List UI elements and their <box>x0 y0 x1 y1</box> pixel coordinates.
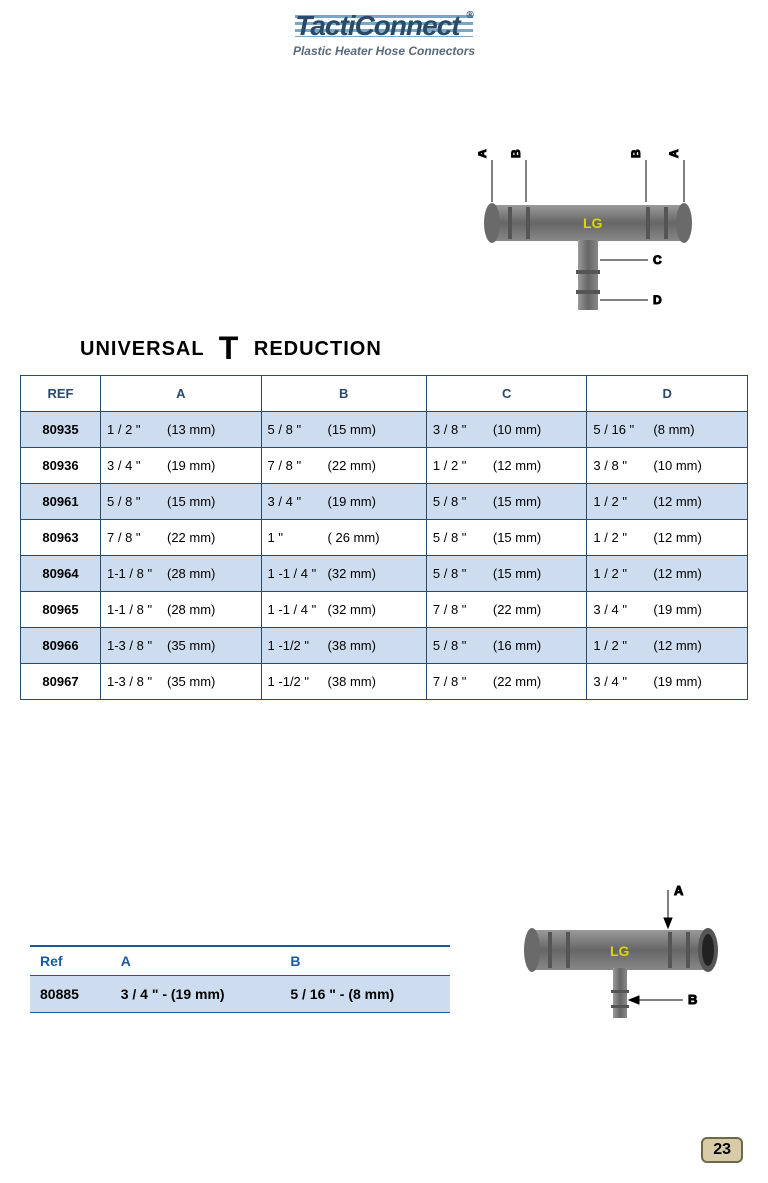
svg-text:B: B <box>688 992 697 1007</box>
cell-c: 1 / 2 "(12 mm) <box>426 448 587 484</box>
section-title: UNIVERSAL T REDUCTION <box>80 330 382 367</box>
cell-b: 7 / 8 "(22 mm) <box>261 448 426 484</box>
col-ref: REF <box>21 376 101 412</box>
table-row: 809661-3 / 8 "(35 mm)1 -1/2 "(38 mm)5 / … <box>21 628 748 664</box>
cell-c: 5 / 8 "(15 mm) <box>426 484 587 520</box>
table-row: 809641-1 / 8 "(28 mm)1 -1 / 4 "(32 mm)5 … <box>21 556 748 592</box>
table-row: 80885 3 / 4 " - (19 mm) 5 / 16 " - (8 mm… <box>30 976 450 1013</box>
cell-b: 5 / 8 "(15 mm) <box>261 412 426 448</box>
cell-d: 1 / 2 "(12 mm) <box>587 556 748 592</box>
col-b: B <box>261 376 426 412</box>
cell-a: 5 / 8 "(15 mm) <box>101 484 262 520</box>
reg-mark: ® <box>466 10 472 21</box>
cell-a: 1-3 / 8 "(35 mm) <box>101 664 262 700</box>
t-connector-diagram: LG A B B A C D <box>478 140 698 330</box>
svg-text:A: A <box>674 883 684 898</box>
diagram-lg-label: LG <box>583 215 603 231</box>
page-number-badge: 23 <box>701 1137 743 1163</box>
t-connector-diagram-small: LG A B <box>518 880 728 1040</box>
cell-b: 1 "( 26 mm) <box>261 520 426 556</box>
col-d: D <box>587 376 748 412</box>
svg-text:B: B <box>509 149 523 158</box>
small-col-ref: Ref <box>30 946 111 976</box>
brand-name-text: TactiConnеct <box>295 10 459 41</box>
svg-text:C: C <box>653 253 662 267</box>
cell-a: 1-1 / 8 "(28 mm) <box>101 592 262 628</box>
cell-b: 1 -1 / 4 "(32 mm) <box>261 556 426 592</box>
page-number: 23 <box>713 1141 731 1158</box>
small-b: 5 / 16 " - (8 mm) <box>280 976 450 1013</box>
cell-ref: 80967 <box>21 664 101 700</box>
cell-a: 3 / 4 "(19 mm) <box>101 448 262 484</box>
svg-text:LG: LG <box>610 943 630 959</box>
small-a: 3 / 4 " - (19 mm) <box>111 976 281 1013</box>
small-col-b: B <box>280 946 450 976</box>
title-post: REDUCTION <box>254 338 382 360</box>
cell-d: 3 / 4 "(19 mm) <box>587 592 748 628</box>
cell-ref: 80966 <box>21 628 101 664</box>
table-row: 809351 / 2 "(13 mm)5 / 8 "(15 mm)3 / 8 "… <box>21 412 748 448</box>
col-c: C <box>426 376 587 412</box>
cell-d: 3 / 8 "(10 mm) <box>587 448 748 484</box>
title-pre: UNIVERSAL <box>80 338 204 360</box>
cell-b: 3 / 4 "(19 mm) <box>261 484 426 520</box>
table-row: 809363 / 4 "(19 mm)7 / 8 "(22 mm)1 / 2 "… <box>21 448 748 484</box>
table-row: 809637 / 8 "(22 mm)1 "( 26 mm)5 / 8 "(15… <box>21 520 748 556</box>
cell-c: 5 / 8 "(15 mm) <box>426 520 587 556</box>
cell-a: 7 / 8 "(22 mm) <box>101 520 262 556</box>
secondary-table: Ref A B 80885 3 / 4 " - (19 mm) 5 / 16 "… <box>30 945 450 1013</box>
cell-c: 5 / 8 "(16 mm) <box>426 628 587 664</box>
table-row: 809651-1 / 8 "(28 mm)1 -1 / 4 "(32 mm)7 … <box>21 592 748 628</box>
cell-ref: 80963 <box>21 520 101 556</box>
small-ref: 80885 <box>30 976 111 1013</box>
cell-d: 5 / 16 "(8 mm) <box>587 412 748 448</box>
cell-d: 1 / 2 "(12 mm) <box>587 520 748 556</box>
reduction-table: REF A B C D 809351 / 2 "(13 mm)5 / 8 "(1… <box>20 375 748 700</box>
cell-ref: 80961 <box>21 484 101 520</box>
cell-ref: 80965 <box>21 592 101 628</box>
cell-c: 7 / 8 "(22 mm) <box>426 664 587 700</box>
cell-a: 1-1 / 8 "(28 mm) <box>101 556 262 592</box>
cell-ref: 80964 <box>21 556 101 592</box>
table-header-row: REF A B C D <box>21 376 748 412</box>
svg-text:A: A <box>478 149 489 158</box>
cell-ref: 80936 <box>21 448 101 484</box>
svg-text:A: A <box>667 149 681 158</box>
svg-text:B: B <box>629 149 643 158</box>
brand-name: TactiConnеct ® <box>295 10 472 42</box>
svg-text:D: D <box>653 293 662 307</box>
cell-b: 1 -1/2 "(38 mm) <box>261 628 426 664</box>
cell-b: 1 -1 / 4 "(32 mm) <box>261 592 426 628</box>
cell-d: 1 / 2 "(12 mm) <box>587 484 748 520</box>
small-col-a: A <box>111 946 281 976</box>
brand-tagline: Plastic Heater Hose Connectors <box>0 44 768 58</box>
cell-c: 3 / 8 "(10 mm) <box>426 412 587 448</box>
cell-a: 1 / 2 "(13 mm) <box>101 412 262 448</box>
cell-c: 7 / 8 "(22 mm) <box>426 592 587 628</box>
cell-b: 1 -1/2 "(38 mm) <box>261 664 426 700</box>
col-a: A <box>101 376 262 412</box>
cell-d: 3 / 4 "(19 mm) <box>587 664 748 700</box>
table-row: 809671-3 / 8 "(35 mm)1 -1/2 "(38 mm)7 / … <box>21 664 748 700</box>
brand-logo: TactiConnеct ® Plastic Heater Hose Conne… <box>0 0 768 58</box>
table-row: 809615 / 8 "(15 mm)3 / 4 "(19 mm)5 / 8 "… <box>21 484 748 520</box>
cell-ref: 80935 <box>21 412 101 448</box>
cell-a: 1-3 / 8 "(35 mm) <box>101 628 262 664</box>
title-mid: T <box>219 330 240 366</box>
cell-d: 1 / 2 "(12 mm) <box>587 628 748 664</box>
cell-c: 5 / 8 "(15 mm) <box>426 556 587 592</box>
